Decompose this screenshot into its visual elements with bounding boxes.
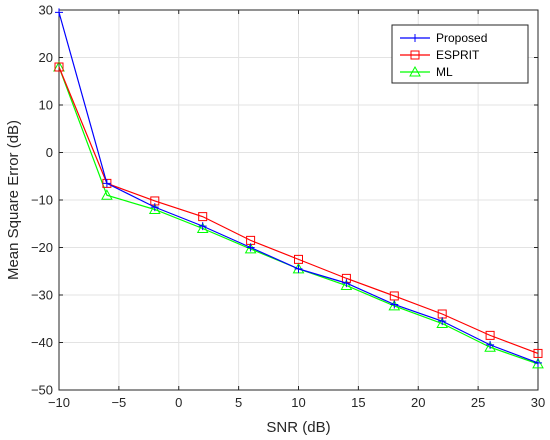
x-tick-label: 5 <box>235 395 242 410</box>
data-point <box>389 291 399 301</box>
x-axis-label: SNR (dB) <box>266 419 330 436</box>
data-point <box>484 341 496 352</box>
x-tick-label: 20 <box>411 395 425 410</box>
x-tick-label: 0 <box>175 395 182 410</box>
legend-item: ESPRIT <box>400 48 480 62</box>
data-point <box>294 264 303 273</box>
data-point <box>533 348 543 358</box>
series-layer <box>53 8 544 369</box>
data-point <box>390 300 399 309</box>
data-point <box>342 279 351 288</box>
data-point <box>411 34 419 42</box>
data-point <box>246 243 255 252</box>
series-line <box>58 66 539 354</box>
data-point <box>102 179 111 188</box>
x-tick-label: 15 <box>351 395 365 410</box>
data-point <box>196 222 209 233</box>
y-tick-label: −30 <box>31 288 53 303</box>
data-point <box>55 8 63 17</box>
data-point <box>54 62 64 72</box>
y-tick-label: 10 <box>39 98 53 113</box>
y-tick-label: 20 <box>39 50 53 65</box>
legend-label: Proposed <box>436 31 487 45</box>
data-point <box>410 50 420 60</box>
data-point <box>340 279 353 290</box>
data-point <box>150 203 159 212</box>
data-point <box>198 222 207 231</box>
y-tick-label: 30 <box>39 3 53 18</box>
y-tick-label: −10 <box>31 193 53 208</box>
data-point <box>198 212 208 222</box>
legend-label: ESPRIT <box>436 48 480 62</box>
x-tick-label: −10 <box>48 395 70 410</box>
data-point <box>438 317 447 326</box>
x-tick-label: 30 <box>531 395 545 410</box>
series-proposed <box>55 8 542 367</box>
y-axis-label: Mean Square Error (dB) <box>5 120 22 280</box>
x-tick-label: 25 <box>471 395 485 410</box>
x-tick-label: 10 <box>291 395 305 410</box>
y-tick-label: 0 <box>46 145 53 160</box>
data-point <box>534 358 542 367</box>
data-point <box>409 65 421 77</box>
data-point <box>101 189 113 200</box>
data-point <box>485 330 495 340</box>
legend-label: ML <box>436 65 453 79</box>
y-tick-label: −40 <box>31 335 53 350</box>
x-tick-label: −5 <box>111 395 126 410</box>
legend-item: Proposed <box>400 31 487 45</box>
data-point <box>486 340 495 349</box>
data-point <box>294 254 303 264</box>
legend: Proposed ESPRIT ML <box>391 24 529 84</box>
y-tick-label: −20 <box>31 240 53 255</box>
data-point <box>148 203 161 214</box>
legend-item: ML <box>400 65 453 79</box>
y-tick-label: −50 <box>31 383 53 398</box>
